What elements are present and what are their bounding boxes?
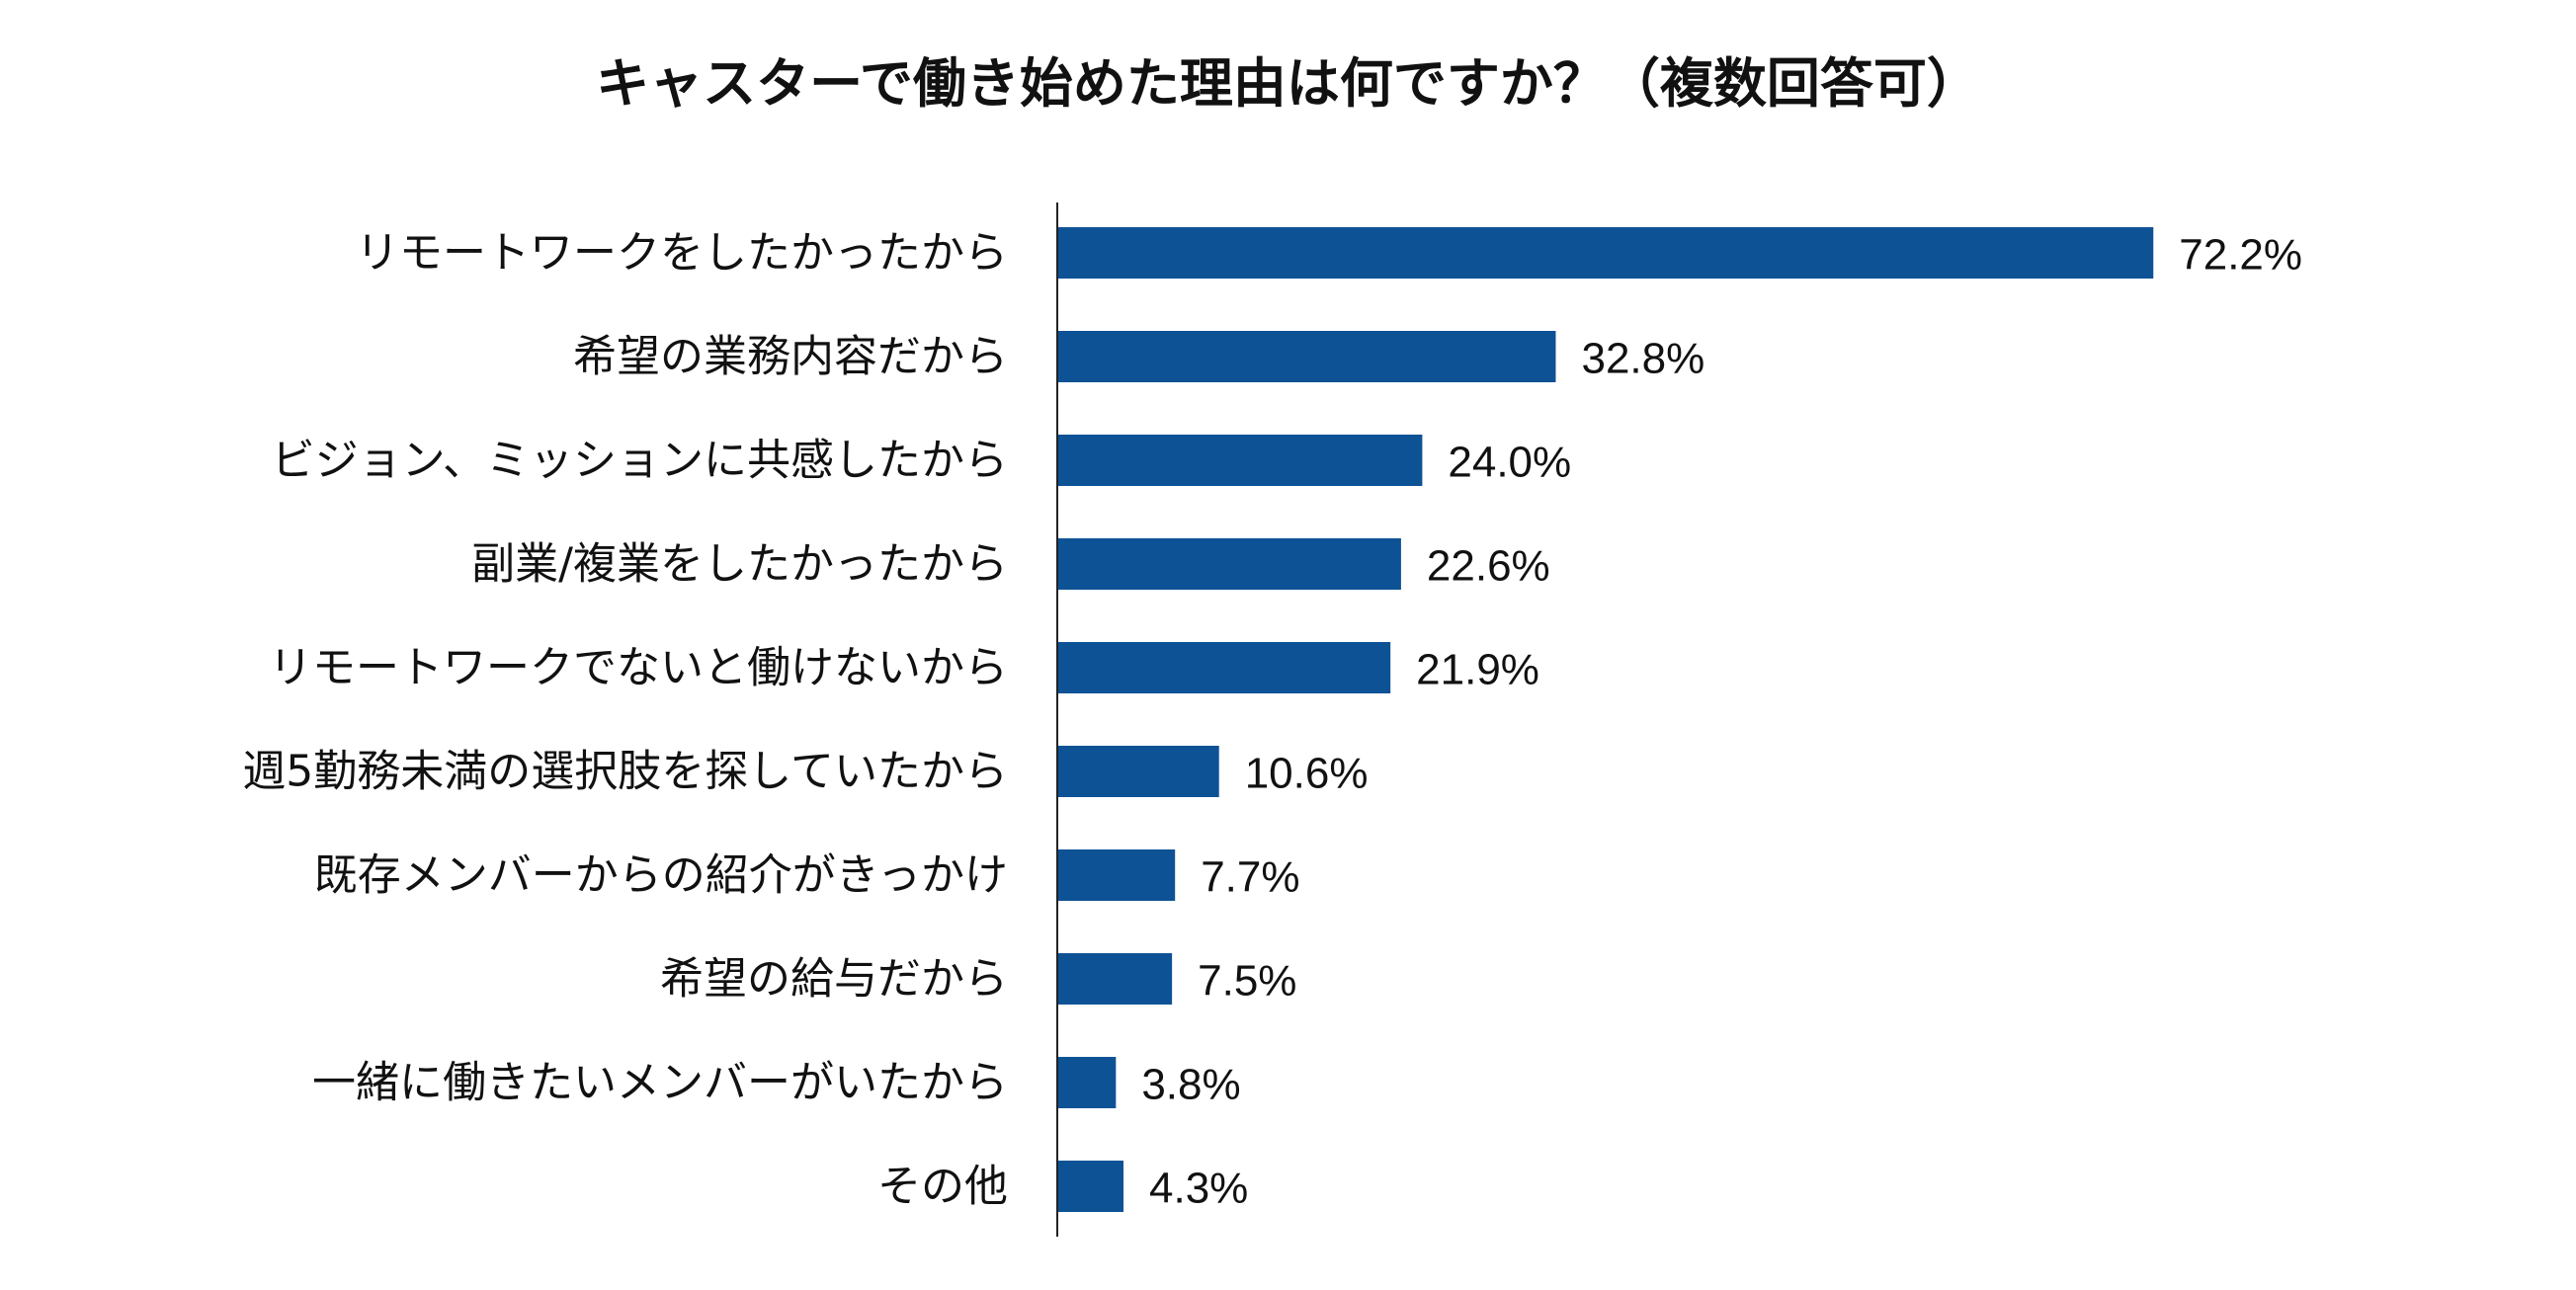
chart-title: キャスターで働き始めた理由は何ですか？（複数回答可） xyxy=(596,52,1980,115)
value-label: 22.6% xyxy=(1427,542,1550,591)
value-label: 21.9% xyxy=(1416,646,1539,694)
value-label: 7.7% xyxy=(1201,853,1299,902)
bar xyxy=(1058,642,1391,693)
value-label: 24.0% xyxy=(1448,439,1571,487)
category-label: ビジョン、ミッションに共感したから xyxy=(272,436,1008,486)
value-label: 72.2% xyxy=(2179,231,2302,280)
bar xyxy=(1058,538,1401,590)
category-label: その他 xyxy=(877,1162,1008,1212)
bars-layer xyxy=(1058,227,2154,1212)
value-label: 10.6% xyxy=(1245,750,1369,798)
category-label: 副業/複業をしたかったから xyxy=(471,539,1008,590)
value-label: 32.8% xyxy=(1581,335,1704,383)
category-label: 希望の給与だから xyxy=(660,954,1008,1005)
bar xyxy=(1058,435,1423,486)
value-label: 7.5% xyxy=(1198,957,1296,1006)
bar xyxy=(1058,1057,1117,1108)
category-label: リモートワークをしたかったから xyxy=(356,228,1008,279)
bar xyxy=(1058,1161,1124,1212)
value-label: 4.3% xyxy=(1149,1165,1248,1213)
category-labels: リモートワークをしたかったから希望の業務内容だからビジョン、ミッションに共感した… xyxy=(242,228,1008,1212)
bar xyxy=(1058,227,2154,279)
category-label: 希望の業務内容だから xyxy=(573,332,1008,382)
bar xyxy=(1058,849,1176,901)
bar xyxy=(1058,953,1173,1005)
value-label: 3.8% xyxy=(1141,1061,1240,1109)
category-label: リモートワークでないと働けないから xyxy=(269,643,1008,693)
bar xyxy=(1058,331,1556,382)
value-labels: 72.2% 32.8% 24.0% 22.6% 21.9% 10.6% 7.7% 7.5% 3.… xyxy=(1141,231,2302,1213)
category-label: 既存メンバーからの紹介がきっかけ xyxy=(314,850,1008,901)
category-label: 一緒に働きたいメンバーがいたから xyxy=(312,1058,1008,1108)
category-label: 週5勤務未満の選択肢を探していたから xyxy=(242,747,1008,797)
bar xyxy=(1058,746,1219,797)
